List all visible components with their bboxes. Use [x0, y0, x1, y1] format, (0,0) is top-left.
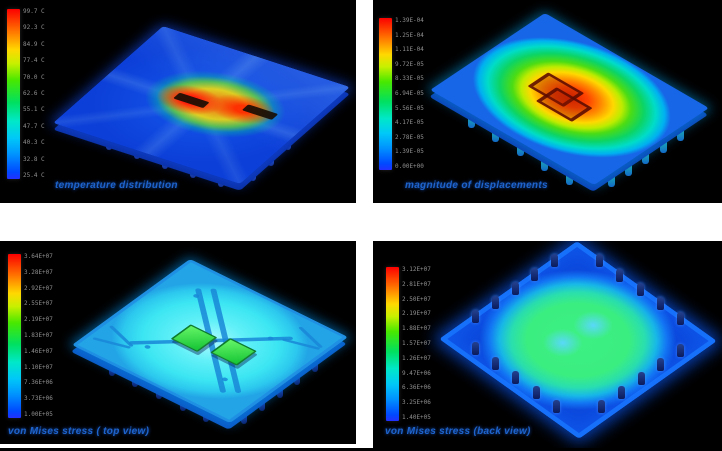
colorbar-tick: 3.12E+07 [402, 266, 431, 273]
colorbar-tick: 1.88E+07 [402, 325, 431, 333]
colorbar-tick: 9.47E+06 [402, 369, 431, 377]
colorbar-tick: 32.8 C [23, 155, 45, 163]
colorbar-tick: 2.50E+07 [402, 295, 431, 303]
colorbar-tick: 4.17E-05 [395, 119, 424, 127]
package-pin [492, 356, 500, 370]
colorbar-tick: 62.6 C [23, 89, 45, 97]
temperature-3d-view [0, 0, 356, 203]
colorbar-tick: 0.00E+00 [395, 162, 424, 170]
colorbar-tick: 6.36E+06 [402, 384, 431, 392]
colorbar-tick: 7.36E+06 [24, 379, 53, 387]
colorbar-tick: 2.78E-05 [395, 133, 424, 141]
package-pin [677, 343, 685, 357]
colorbar-tick: 2.55E+07 [24, 300, 53, 308]
colorbar-tick: 1.39E-04 [395, 17, 424, 24]
package-pin [617, 386, 625, 400]
colorbar-gradient [8, 254, 21, 418]
package-pin [597, 400, 605, 414]
package-pin [472, 342, 480, 356]
colorbar-tick: 9.72E-05 [395, 60, 424, 68]
package-pin [532, 385, 540, 399]
colorbar-tick: 1.83E+07 [24, 331, 53, 339]
package-pin [511, 282, 519, 295]
colorbar-tick: 2.19E+07 [402, 310, 431, 318]
colorbar-tick: 84.9 C [23, 40, 45, 48]
colorbar-tick: 1.25E-04 [395, 31, 424, 39]
package-pin [596, 254, 604, 268]
colorbar-gradient [7, 9, 20, 179]
colorbar-tick: 3.25E+06 [402, 399, 431, 407]
colorbar-tick: 1.26E+07 [402, 354, 431, 362]
colorbar-tick: 1.00E+05 [24, 410, 53, 418]
stress-top-3d-view [0, 241, 356, 444]
package-pin [657, 357, 665, 371]
package-pin [531, 267, 539, 281]
colorbar-tick-labels: 3.12E+07 2.81E+07 2.50E+07 2.19E+07 1.88E+07… [402, 267, 431, 421]
panel-caption: magnitude of displacements [405, 180, 548, 191]
colorbar-tick: 2.19E+07 [24, 316, 53, 324]
package-pin [551, 253, 559, 267]
package-pin [636, 282, 644, 296]
colorbar-tick-labels: 3.64E+07 3.28E+07 2.92E+07 2.55E+07 2.19E+07… [24, 254, 53, 418]
panel-caption: von Mises stress ( top view) [8, 426, 150, 437]
package-pin [656, 297, 664, 311]
displacement-colorbar: 1.39E-04 1.25E-04 1.11E-04 9.72E-05 8.33E-05… [379, 18, 424, 170]
colorbar-tick-labels: 1.39E-04 1.25E-04 1.11E-04 9.72E-05 8.33E-05… [395, 18, 424, 170]
colorbar-tick: 1.10E+07 [24, 363, 53, 371]
colorbar-tick: 8.33E-05 [395, 75, 424, 83]
colorbar-tick: 5.56E-05 [395, 104, 424, 112]
colorbar-gradient [386, 267, 399, 421]
colorbar-tick: 70.0 C [23, 73, 45, 81]
colorbar-tick: 1.39E-05 [395, 148, 424, 156]
panel-von-mises-top-view: 3.64E+07 3.28E+07 2.92E+07 2.55E+07 2.19E+07… [0, 241, 356, 444]
package-pin [552, 399, 560, 413]
colorbar-tick: 55.1 C [23, 106, 45, 114]
colorbar-tick: 47.7 C [23, 122, 45, 130]
colorbar-tick: 25.4 C [23, 171, 45, 179]
colorbar-tick: 3.28E+07 [24, 268, 53, 276]
panel-temperature-distribution: 99.7 C 92.3 C 84.9 C 77.4 C 70.0 C 62.6 C 55.1… [0, 0, 356, 203]
stress-back-3d-view [373, 241, 722, 448]
package-pin [491, 296, 499, 310]
colorbar-tick: 1.40E+05 [402, 413, 431, 421]
package-pin [676, 311, 684, 325]
colorbar-tick: 77.4 C [23, 57, 45, 65]
package-pin [616, 268, 624, 282]
pcb-plate-displacement [430, 13, 709, 185]
colorbar-tick: 6.94E-05 [395, 89, 424, 97]
colorbar-tick: 40.3 C [23, 139, 45, 147]
colorbar-tick: 1.11E-04 [395, 46, 424, 54]
displacement-3d-view [373, 0, 722, 203]
pcb-plate-stress-top [72, 259, 348, 423]
colorbar-tick: 3.64E+07 [24, 253, 53, 260]
panel-caption: von Mises stress (back view) [385, 426, 531, 437]
colorbar-tick: 2.81E+07 [402, 280, 431, 288]
colorbar-gradient [379, 18, 392, 170]
figure-bottom-border [0, 448, 722, 451]
colorbar-tick: 3.73E+06 [24, 395, 53, 403]
package-pin [512, 371, 520, 385]
panel-displacement-magnitude: 1.39E-04 1.25E-04 1.11E-04 9.72E-05 8.33E-05… [373, 0, 722, 203]
colorbar-tick-labels: 99.7 C 92.3 C 84.9 C 77.4 C 70.0 C 62.6 C 55.1… [23, 9, 45, 179]
panel-caption: temperature distribution [55, 180, 178, 191]
colorbar-tick: 1.46E+07 [24, 347, 53, 355]
stress-colorbar: 3.64E+07 3.28E+07 2.92E+07 2.55E+07 2.19E+07… [8, 254, 53, 418]
pcb-plate-temperature [53, 26, 350, 184]
chip-component [242, 104, 279, 120]
package-pin [637, 372, 645, 385]
package-pin [471, 310, 479, 324]
panel-von-mises-back-view: 3.12E+07 2.81E+07 2.50E+07 2.19E+07 1.88E+07… [373, 241, 722, 448]
pcb-plate-stress-back [439, 241, 717, 439]
colorbar-tick: 1.57E+07 [402, 339, 431, 347]
temperature-colorbar: 99.7 C 92.3 C 84.9 C 77.4 C 70.0 C 62.6 C 55.1… [7, 9, 45, 179]
colorbar-tick: 92.3 C [23, 24, 45, 32]
stress-colorbar: 3.12E+07 2.81E+07 2.50E+07 2.19E+07 1.88E+07… [386, 267, 431, 421]
pcb-via [143, 344, 152, 350]
colorbar-tick: 99.7 C [23, 8, 45, 15]
chip-component [173, 92, 210, 108]
colorbar-tick: 2.92E+07 [24, 284, 53, 292]
